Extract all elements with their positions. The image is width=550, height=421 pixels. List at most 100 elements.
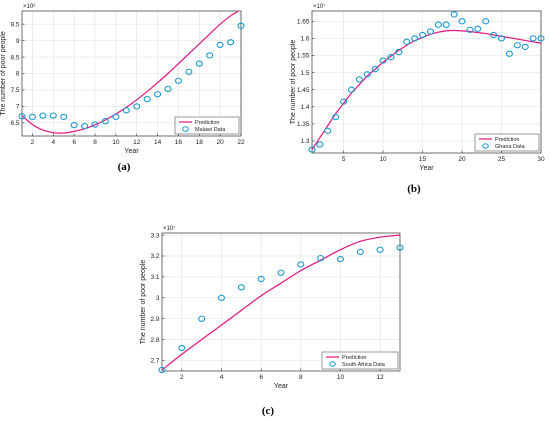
legend-marker-swatch xyxy=(329,361,336,367)
data-point xyxy=(490,31,498,39)
plot-frame xyxy=(161,232,401,372)
x-tick-label: 6 xyxy=(259,374,263,381)
x-tick-label: 30 xyxy=(537,156,545,163)
y-tick-label: 1.5 xyxy=(300,70,309,77)
data-point xyxy=(497,35,506,42)
data-point xyxy=(395,48,403,56)
y-tick-label: 3.1 xyxy=(150,274,159,281)
data-point xyxy=(122,107,130,114)
data-point xyxy=(347,86,356,93)
chart-panel-3: 2 4 6 8 10 12 2.7 2.8 2.9 3 3.1 3.2 3.3 ×10⁷ Year The n… xyxy=(140,225,404,417)
y-tick-label: 8 xyxy=(16,71,20,78)
legend-label-data: Malawi Data xyxy=(195,127,226,133)
data-point xyxy=(237,284,245,291)
legend-label-prediction: Prediction xyxy=(495,137,519,143)
data-point xyxy=(482,18,490,25)
y-axis-label: The number of poor people xyxy=(0,31,7,116)
data-point xyxy=(216,41,224,49)
legend-label-data: Ghana Data xyxy=(495,144,526,150)
data-point xyxy=(206,52,214,59)
legend-marker-swatch xyxy=(482,143,489,149)
y-tick-label: 8.5 xyxy=(10,54,19,61)
prediction-line xyxy=(22,11,240,134)
data-point xyxy=(505,50,513,57)
data-point xyxy=(332,113,340,121)
x-tick-label: 8 xyxy=(93,139,97,146)
panel-label: (a) xyxy=(118,161,131,173)
data-point xyxy=(376,246,384,253)
x-tick-label: 12 xyxy=(377,374,385,381)
y-tick-label: 6.5 xyxy=(10,120,19,127)
y-axis-multiplier: ×10⁶ xyxy=(23,3,36,10)
data-point xyxy=(419,31,427,39)
legend-label-prediction: Prediction xyxy=(195,120,219,126)
y-tick-label: 2.9 xyxy=(150,316,159,323)
data-point xyxy=(308,146,316,153)
data-point xyxy=(336,255,345,263)
y-tick-label: 1.65 xyxy=(297,18,310,25)
x-tick-label: 6 xyxy=(72,139,76,146)
x-tick-label: 16 xyxy=(175,139,183,146)
data-point xyxy=(411,35,419,42)
data-point xyxy=(371,66,379,73)
y-axis-label: The number of poor people xyxy=(290,40,297,125)
y-tick-label: 7.5 xyxy=(10,87,19,94)
x-tick-label: 14 xyxy=(154,139,162,146)
data-point xyxy=(18,113,26,120)
y-tick-label: 2.8 xyxy=(150,337,159,344)
data-point xyxy=(112,113,120,121)
x-tick-label: 2 xyxy=(180,374,184,381)
data-point xyxy=(466,26,474,33)
y-tick-label: 1.35 xyxy=(297,121,310,128)
plot-frame xyxy=(311,10,542,154)
data-point xyxy=(257,275,265,283)
data-point xyxy=(316,141,324,148)
data-point xyxy=(185,68,193,76)
x-tick-label: 2 xyxy=(31,139,35,146)
x-tick-label: 10 xyxy=(112,139,120,146)
x-tick-label: 20 xyxy=(217,139,225,146)
data-point xyxy=(49,112,57,119)
x-tick-label: 10 xyxy=(379,156,387,163)
data-point xyxy=(340,98,348,105)
data-point xyxy=(458,18,466,25)
data-point xyxy=(70,121,78,129)
data-point xyxy=(363,71,371,78)
data-point xyxy=(450,11,458,18)
data-point xyxy=(521,43,529,51)
y-tick-label: 1.55 xyxy=(297,53,310,60)
data-point xyxy=(81,122,89,130)
legend-marker-swatch xyxy=(182,126,189,132)
x-tick-label: 8 xyxy=(299,374,303,381)
y-tick-label: 1.3 xyxy=(300,138,309,145)
y-axis-multiplier: ×10⁷ xyxy=(163,225,175,232)
legend-box xyxy=(321,351,399,370)
y-tick-label: 3 xyxy=(156,295,160,302)
data-point xyxy=(227,39,235,46)
data-point xyxy=(143,96,151,103)
panel-label: (b) xyxy=(407,183,421,195)
data-point xyxy=(317,254,325,262)
data-point xyxy=(387,54,395,61)
x-tick-label: 12 xyxy=(133,139,141,146)
x-tick-label: 10 xyxy=(337,374,345,381)
legend-label-prediction: Prediction xyxy=(342,355,366,361)
x-tick-label: 15 xyxy=(419,156,427,163)
data-point xyxy=(537,35,545,42)
plot-area xyxy=(312,11,541,153)
data-point xyxy=(154,91,162,98)
data-point xyxy=(426,28,434,35)
data-point xyxy=(474,25,482,32)
data-point xyxy=(379,57,387,64)
data-point xyxy=(513,42,521,49)
data-point xyxy=(195,60,203,67)
data-point xyxy=(442,21,450,28)
data-point xyxy=(101,118,109,125)
data-point xyxy=(277,269,285,276)
data-point xyxy=(297,261,305,268)
x-tick-label: 18 xyxy=(196,139,204,146)
data-point xyxy=(178,344,186,352)
legend-label-data: South Africa Data xyxy=(342,362,386,368)
data-point xyxy=(403,38,411,45)
data-point xyxy=(164,85,172,93)
